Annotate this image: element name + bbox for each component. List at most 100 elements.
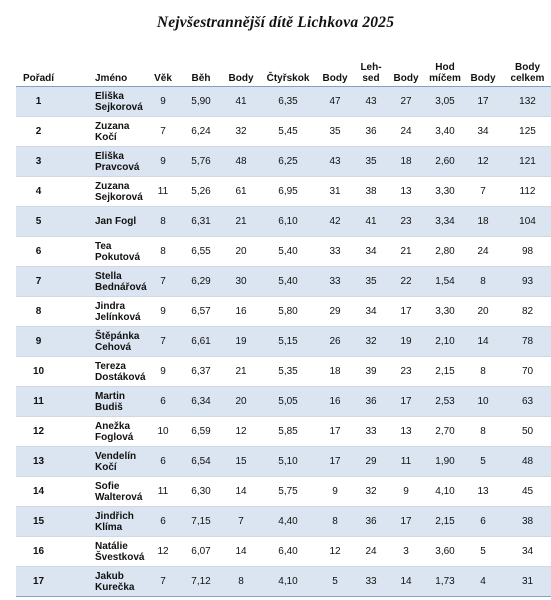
jump-cell: 5,45 bbox=[260, 116, 316, 147]
run-points-cell: 14 bbox=[222, 536, 260, 567]
header-throw-points: Body bbox=[466, 54, 500, 87]
jump-points-cell: 43 bbox=[316, 146, 354, 177]
throw-cell: 3,30 bbox=[424, 296, 466, 327]
rank-cell: 8 bbox=[16, 296, 61, 327]
run-cell: 7,12 bbox=[180, 566, 222, 597]
situps-cell: 33 bbox=[354, 566, 388, 597]
jump-cell: 6,40 bbox=[260, 536, 316, 567]
jump-points-cell: 47 bbox=[316, 86, 354, 117]
run-cell: 6,30 bbox=[180, 476, 222, 507]
total-cell: 78 bbox=[500, 326, 551, 357]
jump-points-cell: 17 bbox=[316, 416, 354, 447]
total-cell: 104 bbox=[500, 206, 551, 237]
jump-points-cell: 18 bbox=[316, 356, 354, 387]
jump-points-cell: 33 bbox=[316, 236, 354, 267]
run-cell: 6,57 bbox=[180, 296, 222, 327]
name-cell: Vendelín Kočí bbox=[61, 446, 146, 477]
throw-points-cell: 13 bbox=[466, 476, 500, 507]
table-row: 3 Eliška Pravcová 9 5,76 48 6,25 43 35 18 2,60 12 1… bbox=[16, 146, 551, 177]
throw-points-cell: 34 bbox=[466, 116, 500, 147]
rank-cell: 6 bbox=[16, 236, 61, 267]
table-row: 9 Štěpánka Cehová 7 6,61 19 5,15 26 32 19 2,10 14 7… bbox=[16, 326, 551, 357]
jump-points-cell: 5 bbox=[316, 566, 354, 597]
table-row: 7 Stella Bednářová 7 6,29 30 5,40 33 35 22 1,54 8 9… bbox=[16, 266, 551, 297]
jump-cell: 6,35 bbox=[260, 86, 316, 117]
jump-points-cell: 35 bbox=[316, 116, 354, 147]
jump-points-cell: 33 bbox=[316, 266, 354, 297]
results-table: Pořadí Jméno Věk Běh Body Čtyřskok Body Leh- se… bbox=[16, 54, 551, 597]
name-cell: Jan Fogl bbox=[61, 206, 146, 237]
situps-points-cell: 19 bbox=[388, 326, 424, 357]
throw-points-cell: 17 bbox=[466, 86, 500, 117]
jump-points-cell: 9 bbox=[316, 476, 354, 507]
throw-cell: 3,60 bbox=[424, 536, 466, 567]
jump-cell: 5,35 bbox=[260, 356, 316, 387]
throw-cell: 3,05 bbox=[424, 86, 466, 117]
jump-cell: 6,25 bbox=[260, 146, 316, 177]
run-points-cell: 41 bbox=[222, 86, 260, 117]
situps-cell: 34 bbox=[354, 236, 388, 267]
situps-points-cell: 24 bbox=[388, 116, 424, 147]
throw-points-cell: 10 bbox=[466, 386, 500, 417]
throw-points-cell: 18 bbox=[466, 206, 500, 237]
situps-cell: 38 bbox=[354, 176, 388, 207]
jump-cell: 5,05 bbox=[260, 386, 316, 417]
situps-points-cell: 13 bbox=[388, 416, 424, 447]
run-cell: 6,34 bbox=[180, 386, 222, 417]
header-run: Běh bbox=[180, 54, 222, 87]
jump-points-cell: 17 bbox=[316, 446, 354, 477]
throw-points-cell: 12 bbox=[466, 146, 500, 177]
header-name: Jméno bbox=[61, 54, 146, 87]
name-cell: Jindřich Klíma bbox=[61, 506, 146, 537]
throw-cell: 1,54 bbox=[424, 266, 466, 297]
table-row: 2 Zuzana Kočí 7 6,24 32 5,45 35 36 24 3,40 34 125 bbox=[16, 116, 551, 147]
situps-cell: 35 bbox=[354, 266, 388, 297]
run-cell: 6,31 bbox=[180, 206, 222, 237]
run-cell: 6,55 bbox=[180, 236, 222, 267]
rank-cell: 11 bbox=[16, 386, 61, 417]
rank-cell: 16 bbox=[16, 536, 61, 567]
table-row: 4 Zuzana Sejkorová 11 5,26 61 6,95 31 38 13 3,30 7… bbox=[16, 176, 551, 207]
table-row: 10 Tereza Dostáková 9 6,37 21 5,35 18 39 23 2,15 8… bbox=[16, 356, 551, 387]
situps-points-cell: 22 bbox=[388, 266, 424, 297]
run-cell: 6,29 bbox=[180, 266, 222, 297]
header-run-points: Body bbox=[222, 54, 260, 87]
run-points-cell: 21 bbox=[222, 356, 260, 387]
throw-points-cell: 14 bbox=[466, 326, 500, 357]
total-cell: 34 bbox=[500, 536, 551, 567]
run-points-cell: 8 bbox=[222, 566, 260, 597]
age-cell: 6 bbox=[146, 386, 180, 417]
run-points-cell: 16 bbox=[222, 296, 260, 327]
header-throw: Hod míčem bbox=[424, 54, 466, 87]
situps-cell: 43 bbox=[354, 86, 388, 117]
run-points-cell: 21 bbox=[222, 206, 260, 237]
total-cell: 125 bbox=[500, 116, 551, 147]
name-cell: Jakub Kurečka bbox=[61, 566, 146, 597]
situps-cell: 41 bbox=[354, 206, 388, 237]
age-cell: 6 bbox=[146, 506, 180, 537]
age-cell: 7 bbox=[146, 116, 180, 147]
throw-cell: 4,10 bbox=[424, 476, 466, 507]
rank-cell: 9 bbox=[16, 326, 61, 357]
header-jump-points: Body bbox=[316, 54, 354, 87]
name-cell: Tereza Dostáková bbox=[61, 356, 146, 387]
age-cell: 8 bbox=[146, 236, 180, 267]
situps-cell: 36 bbox=[354, 386, 388, 417]
run-points-cell: 15 bbox=[222, 446, 260, 477]
jump-cell: 5,80 bbox=[260, 296, 316, 327]
header-jump: Čtyřskok bbox=[260, 54, 316, 87]
jump-cell: 4,10 bbox=[260, 566, 316, 597]
jump-cell: 6,95 bbox=[260, 176, 316, 207]
situps-cell: 36 bbox=[354, 116, 388, 147]
age-cell: 7 bbox=[146, 566, 180, 597]
total-cell: 70 bbox=[500, 356, 551, 387]
situps-points-cell: 17 bbox=[388, 386, 424, 417]
throw-cell: 3,34 bbox=[424, 206, 466, 237]
throw-points-cell: 24 bbox=[466, 236, 500, 267]
jump-cell: 5,10 bbox=[260, 446, 316, 477]
situps-points-cell: 14 bbox=[388, 566, 424, 597]
situps-points-cell: 17 bbox=[388, 506, 424, 537]
run-cell: 5,76 bbox=[180, 146, 222, 177]
header-age: Věk bbox=[146, 54, 180, 87]
age-cell: 12 bbox=[146, 536, 180, 567]
